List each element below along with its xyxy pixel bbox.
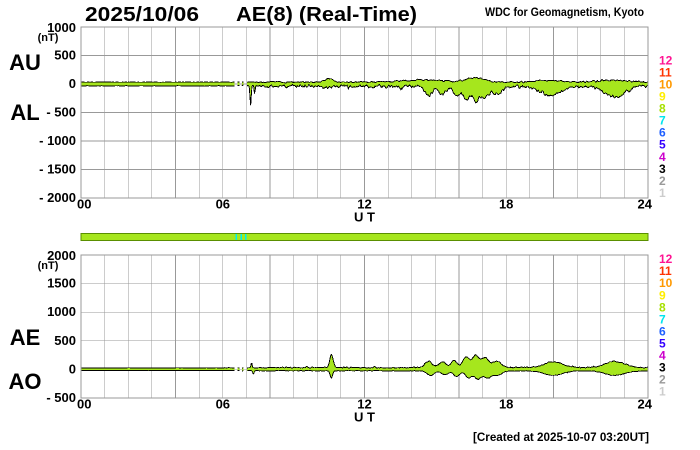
svg-text:- 1000: - 1000: [39, 133, 76, 148]
svg-text:18: 18: [499, 197, 513, 212]
svg-text:AL: AL: [10, 100, 39, 125]
svg-text:U T: U T: [354, 409, 375, 424]
svg-text:2025/10/06: 2025/10/06: [85, 4, 199, 26]
svg-text:24: 24: [638, 197, 653, 212]
svg-text:(nT): (nT): [38, 260, 59, 272]
svg-text:0: 0: [69, 361, 76, 376]
svg-text:- 500: - 500: [46, 390, 76, 405]
svg-text:0: 0: [69, 76, 76, 91]
svg-text:1000: 1000: [47, 304, 76, 319]
svg-text:- 2000: - 2000: [39, 190, 76, 205]
svg-text:24: 24: [638, 397, 653, 412]
svg-text:AU: AU: [9, 50, 41, 75]
svg-text:500: 500: [54, 333, 76, 348]
svg-text:(nT): (nT): [38, 32, 59, 44]
svg-text:AE(8) (Real-Time): AE(8) (Real-Time): [236, 4, 417, 26]
svg-text:1: 1: [659, 186, 666, 200]
svg-text:- 500: - 500: [46, 105, 76, 120]
svg-text:U T: U T: [354, 209, 375, 224]
svg-text:[Created at 2025-10-07 03:20UT: [Created at 2025-10-07 03:20UT]: [473, 430, 649, 444]
svg-text:06: 06: [216, 197, 230, 212]
svg-text:WDC for Geomagnetism, Kyoto: WDC for Geomagnetism, Kyoto: [485, 5, 644, 19]
svg-text:1500: 1500: [47, 276, 76, 291]
svg-text:18: 18: [499, 397, 513, 412]
svg-text:- 1500: - 1500: [39, 162, 76, 177]
svg-text:AO: AO: [9, 369, 42, 394]
svg-text:06: 06: [216, 397, 230, 412]
svg-text:AE: AE: [10, 325, 41, 350]
svg-text:00: 00: [77, 197, 91, 212]
svg-text:1: 1: [659, 384, 666, 398]
svg-text:00: 00: [77, 397, 91, 412]
svg-text:500: 500: [54, 48, 76, 63]
